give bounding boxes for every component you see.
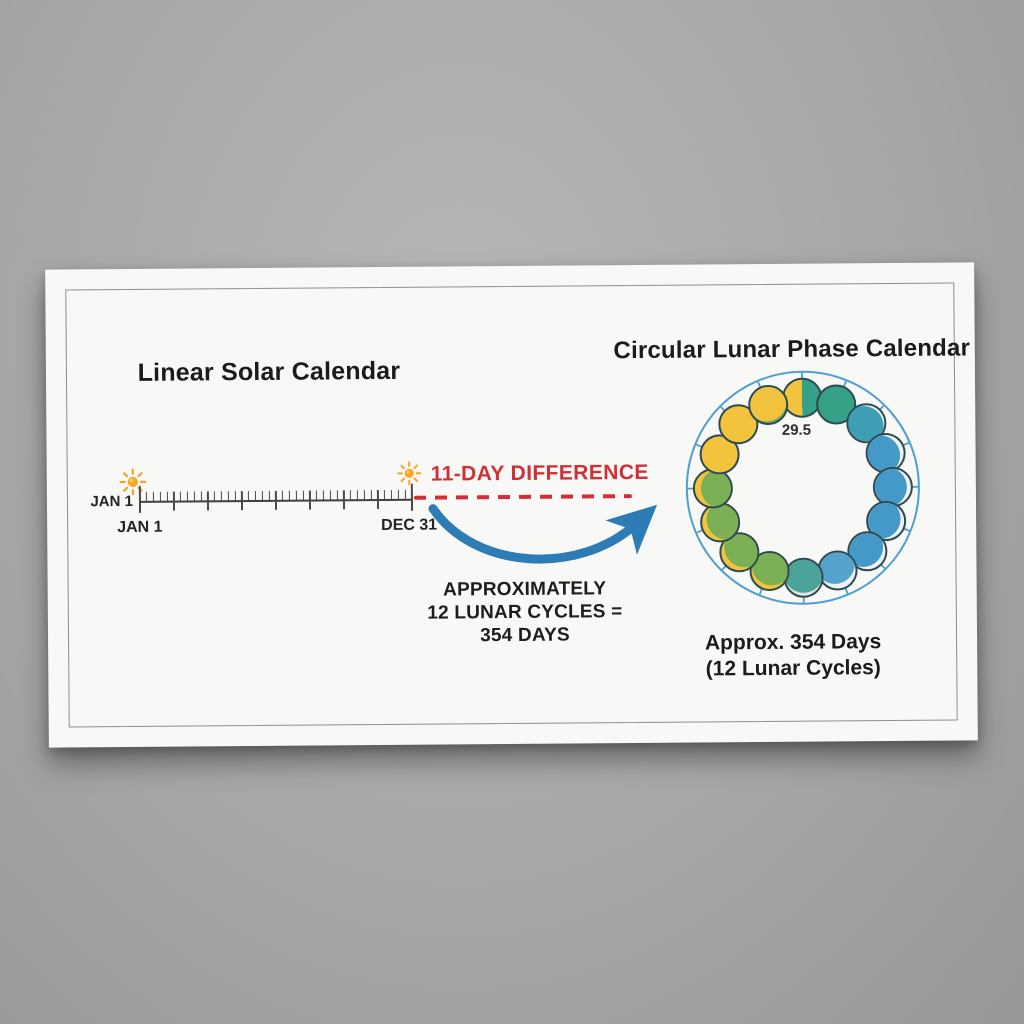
- timeline-tick: [214, 491, 216, 502]
- timeline-tick: [261, 490, 264, 501]
- timeline-tick: [384, 489, 386, 501]
- timeline-tick: [377, 490, 379, 510]
- timeline-tick: [336, 490, 338, 501]
- moon-13: [692, 468, 734, 509]
- timeline-tick: [159, 491, 162, 502]
- moon-12: [699, 502, 741, 543]
- card: Linear Solar Calendar JAN 1: [45, 262, 978, 748]
- timeline-tick: [200, 491, 202, 502]
- timeline-start-inline-label: JAN 1: [90, 492, 134, 511]
- timeline-tick: [288, 490, 291, 501]
- moon-16: [747, 384, 788, 425]
- difference-label: 11-DAY DIFFERENCE: [430, 460, 649, 486]
- timeline-tick: [343, 490, 345, 510]
- timeline-tick: [180, 491, 182, 502]
- curved-arrow-icon: [428, 504, 658, 564]
- moon-16-shade: [747, 384, 787, 422]
- cycle-length-label: 29.5: [781, 421, 812, 439]
- lunar-calendar-title: Circular Lunar Phase Calendar: [613, 334, 971, 365]
- timeline-tick: [268, 490, 270, 501]
- timeline-tick: [248, 491, 250, 502]
- timeline-ticks: [138, 477, 414, 513]
- timeline-tick: [404, 489, 406, 500]
- timeline-tick: [234, 491, 236, 502]
- timeline-tick: [254, 491, 257, 502]
- moon-9-shade: [783, 557, 824, 593]
- timeline-tick: [309, 490, 311, 510]
- timeline-tick: [152, 491, 155, 502]
- lunar-caption: Approx. 354 Days (12 Lunar Cycles): [643, 629, 943, 683]
- outer-circle: [685, 370, 920, 605]
- timeline-tick: [173, 491, 175, 511]
- timeline-tick: [166, 491, 168, 502]
- solar-calendar-title: Linear Solar Calendar: [137, 356, 401, 387]
- moon-13-shade: [700, 468, 734, 509]
- timeline-tick: [356, 490, 359, 501]
- timeline-tick: [146, 491, 148, 502]
- timeline-tick: [282, 490, 284, 501]
- lunar-ring: 29.5: [684, 369, 922, 607]
- timeline-tick: [390, 489, 393, 500]
- timeline-tick: [302, 490, 304, 501]
- timeline-tick: [316, 490, 318, 501]
- timeline-tick: [322, 490, 325, 501]
- timeline-start-label: JAN 1: [117, 518, 163, 537]
- timeline-tick: [227, 491, 230, 502]
- timeline-tick: [410, 483, 414, 511]
- approx-line-2: 12 LUNAR CYCLES =: [427, 601, 623, 624]
- approx-line-1: APPROXIMATELY: [443, 578, 607, 601]
- sun-icon: [397, 461, 422, 486]
- timeline-tick: [220, 491, 223, 502]
- moon-9: [783, 557, 824, 598]
- lunar-caption-line-2: (12 Lunar Cycles): [705, 656, 881, 681]
- approx-note: APPROXIMATELY 12 LUNAR CYCLES = 354 DAYS: [375, 577, 676, 648]
- moon-4: [865, 432, 906, 473]
- timeline-tick: [186, 491, 189, 502]
- timeline-tick: [275, 490, 277, 510]
- timeline-tick: [241, 491, 243, 511]
- timeline-tick: [138, 485, 142, 513]
- timeline-tick: [207, 491, 209, 511]
- timeline-tick: [193, 491, 196, 502]
- timeline-tick: [370, 490, 372, 501]
- timeline-tick: [397, 489, 400, 500]
- approx-line-3: 354 DAYS: [480, 624, 570, 647]
- timeline-tick: [295, 490, 298, 501]
- timeline-tick: [329, 490, 332, 501]
- lunar-caption-line-1: Approx. 354 Days: [704, 630, 882, 655]
- timeline-tick: [363, 490, 366, 501]
- timeline-tick: [350, 490, 352, 501]
